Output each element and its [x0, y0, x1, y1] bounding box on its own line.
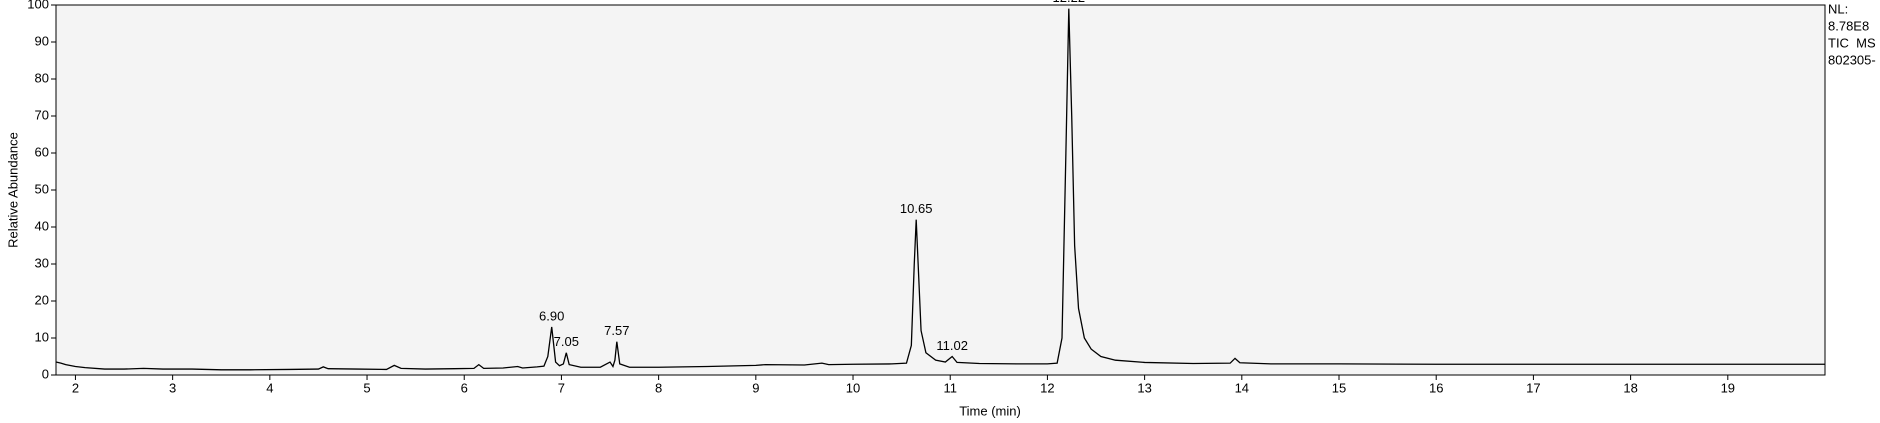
- y-tick-label: 80: [35, 70, 49, 85]
- x-tick-label: 16: [1429, 380, 1443, 395]
- y-tick-label: 60: [35, 144, 49, 159]
- peak-label: 6.90: [539, 308, 564, 323]
- side-info: NL:: [1828, 1, 1848, 16]
- x-tick-label: 3: [169, 380, 176, 395]
- peak-label: 10.65: [900, 201, 933, 216]
- x-tick-label: 15: [1332, 380, 1346, 395]
- x-tick-label: 11: [943, 380, 957, 395]
- x-tick-label: 6: [461, 380, 468, 395]
- side-info: 8.78E8: [1828, 18, 1869, 33]
- x-tick-label: 18: [1623, 380, 1637, 395]
- x-tick-label: 7: [558, 380, 565, 395]
- y-tick-label: 30: [35, 255, 49, 270]
- side-info: TIC MS: [1828, 35, 1876, 50]
- y-tick-label: 40: [35, 218, 49, 233]
- peak-label: 11.02: [936, 338, 968, 353]
- x-tick-label: 8: [655, 380, 662, 395]
- y-tick-label: 90: [35, 33, 49, 48]
- side-info: 802305-: [1828, 52, 1876, 67]
- x-tick-label: 12: [1040, 380, 1054, 395]
- x-tick-label: 10: [846, 380, 860, 395]
- x-tick-label: 17: [1526, 380, 1540, 395]
- peak-label: 12.22: [1053, 0, 1086, 5]
- y-axis-title: Relative Abundance: [5, 132, 20, 248]
- plot-area: [55, 4, 1826, 376]
- x-tick-label: 2: [72, 380, 79, 395]
- x-tick-label: 5: [363, 380, 370, 395]
- x-tick-label: 4: [266, 380, 273, 395]
- x-tick-label: 9: [752, 380, 759, 395]
- x-tick-label: 19: [1721, 380, 1735, 395]
- x-axis-title: Time (min): [959, 403, 1021, 418]
- x-tick-label: 14: [1235, 380, 1249, 395]
- y-tick-label: 20: [35, 292, 49, 307]
- y-tick-label: 50: [35, 181, 49, 196]
- trace: [55, 8, 1825, 371]
- peak-label: 7.57: [604, 323, 629, 338]
- peak-label: 7.05: [554, 334, 579, 349]
- y-tick-label: 10: [35, 329, 49, 344]
- y-tick-label: 100: [27, 0, 49, 11]
- x-tick-label: 13: [1137, 380, 1151, 395]
- y-tick-label: 0: [42, 366, 49, 381]
- y-tick-label: 70: [35, 107, 49, 122]
